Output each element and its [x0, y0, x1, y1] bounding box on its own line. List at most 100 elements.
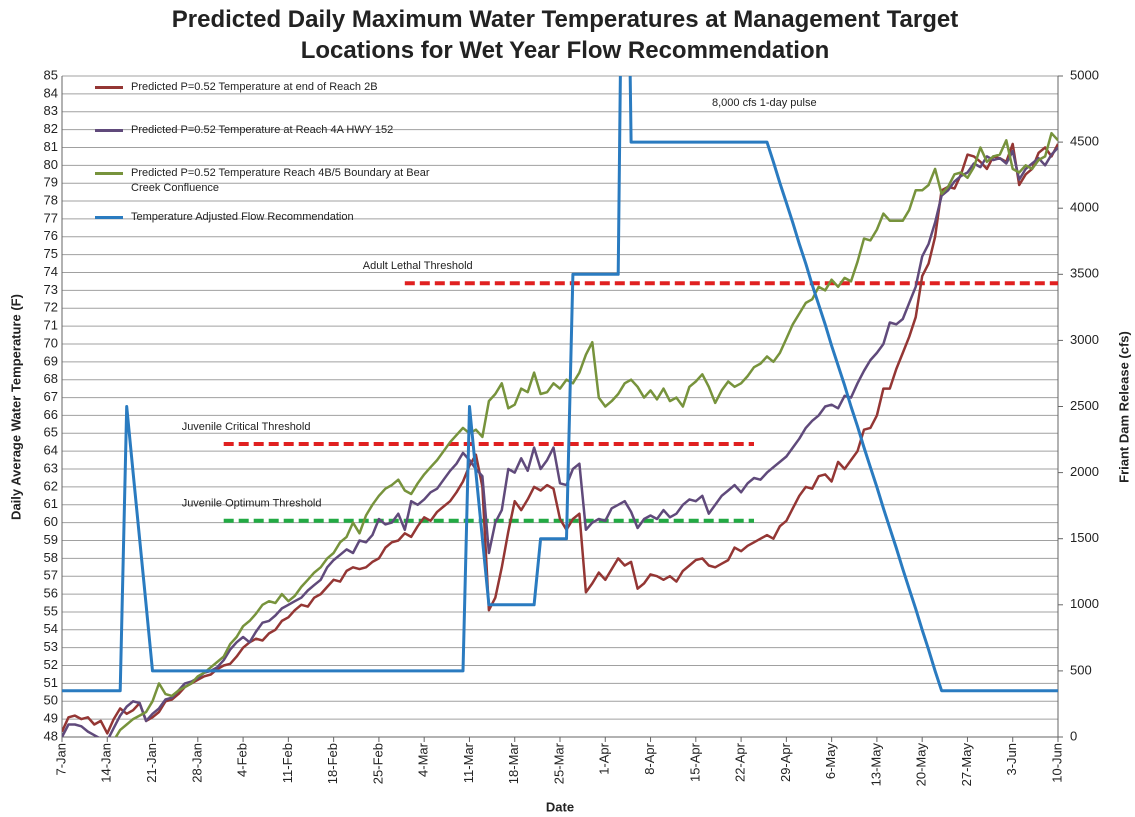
y-tick-label: 79 — [44, 175, 58, 190]
x-tick-label: 20-May — [914, 743, 929, 787]
x-tick-label: 11-Feb — [280, 743, 295, 783]
series-line — [62, 142, 1058, 735]
series-line — [62, 146, 1058, 737]
x-tick-label: 10-Jun — [1049, 743, 1064, 783]
legend-swatch — [95, 216, 123, 219]
y-tick-label: 78 — [44, 192, 58, 207]
threshold-label: Adult Lethal Threshold — [363, 260, 473, 272]
y-tick-label: 61 — [44, 496, 58, 511]
y-tick-label: 50 — [44, 693, 58, 708]
y-tick-label: 53 — [44, 639, 58, 654]
x-tick-label: 4-Mar — [416, 742, 431, 777]
y2-tick-label: 2000 — [1070, 464, 1099, 479]
y-tick-label: 85 — [44, 67, 58, 82]
x-tick-label: 1-Apr — [597, 742, 612, 774]
y-tick-label: 66 — [44, 407, 58, 422]
y-tick-label: 80 — [44, 157, 58, 172]
x-tick-label: 18-Mar — [506, 742, 521, 784]
chart-title: Predicted Daily Maximum Water Temperatur… — [171, 6, 959, 64]
legend-label: Predicted P=0.52 Temperature at end of R… — [131, 81, 378, 93]
y-tick-label: 64 — [44, 443, 58, 458]
y-tick-label: 57 — [44, 568, 58, 583]
y2-axis-label: Friant Dam Release (cfs) — [1116, 331, 1131, 483]
y-tick-label: 74 — [44, 264, 58, 279]
series-line — [114, 131, 1058, 737]
legend-item: Predicted P=0.52 Temperature at Reach 4A… — [95, 123, 455, 138]
x-tick-label: 14-Jan — [99, 743, 114, 783]
y-tick-label: 75 — [44, 246, 58, 261]
series-line — [62, 76, 1058, 693]
legend-item: Predicted P=0.52 Temperature Reach 4B/5 … — [95, 166, 455, 196]
y-tick-label: 70 — [44, 335, 58, 350]
y-tick-label: 62 — [44, 478, 58, 493]
x-tick-label: 8-Apr — [642, 742, 657, 774]
x-tick-label: 6-May — [823, 743, 838, 780]
y-tick-label: 77 — [44, 210, 58, 225]
y-tick-label: 55 — [44, 603, 58, 618]
y-tick-label: 67 — [44, 389, 58, 404]
y-tick-label: 73 — [44, 282, 58, 297]
y-tick-label: 56 — [44, 586, 58, 601]
y-tick-label: 51 — [44, 675, 58, 690]
y-tick-label: 83 — [44, 103, 58, 118]
x-tick-label: 15-Apr — [687, 742, 702, 782]
y-tick-label: 69 — [44, 353, 58, 368]
y-tick-label: 81 — [44, 139, 58, 154]
y2-tick-label: 2500 — [1070, 398, 1099, 413]
y2-tick-label: 4000 — [1070, 200, 1099, 215]
x-tick-label: 29-Apr — [778, 742, 793, 782]
y2-tick-label: 3500 — [1070, 266, 1099, 281]
y-tick-label: 72 — [44, 300, 58, 315]
plot-area — [62, 76, 1058, 737]
y-tick-label: 49 — [44, 711, 58, 726]
x-tick-label: 21-Jan — [144, 743, 159, 783]
y2-tick-label: 0 — [1070, 728, 1077, 743]
y2-tick-label: 1000 — [1070, 596, 1099, 611]
legend-swatch — [95, 172, 123, 175]
x-tick-label: 11-Mar — [461, 742, 476, 783]
y-tick-label: 76 — [44, 228, 58, 243]
legend-label: Predicted P=0.52 Temperature Reach 4B/5 … — [131, 167, 430, 194]
y2-tick-label: 4500 — [1070, 134, 1099, 149]
x-tick-label: 3-Jun — [1004, 743, 1019, 776]
y-tick-label: 82 — [44, 121, 58, 136]
y-tick-label: 58 — [44, 550, 58, 565]
y-tick-label: 84 — [44, 85, 58, 100]
y2-tick-label: 3000 — [1070, 332, 1099, 347]
x-tick-label: 18-Feb — [325, 743, 340, 784]
legend-label: Predicted P=0.52 Temperature at Reach 4A… — [131, 124, 394, 136]
legend-item: Predicted P=0.52 Temperature at end of R… — [95, 80, 455, 95]
x-tick-label: 4-Feb — [235, 743, 250, 777]
annotation: 8,000 cfs 1-day pulse — [712, 97, 817, 109]
legend: Predicted P=0.52 Temperature at end of R… — [95, 80, 455, 225]
x-tick-label: 28-Jan — [189, 743, 204, 783]
legend-label: Temperature Adjusted Flow Recommendation — [131, 211, 354, 223]
legend-item: Temperature Adjusted Flow Recommendation — [95, 210, 455, 225]
y2-tick-label: 5000 — [1070, 67, 1099, 82]
legend-swatch — [95, 86, 123, 89]
x-tick-label: 27-May — [959, 743, 974, 787]
x-tick-label: 25-Feb — [370, 743, 385, 784]
legend-swatch — [95, 129, 123, 132]
y-tick-label: 68 — [44, 371, 58, 386]
x-axis-label: Date — [546, 799, 574, 814]
y-tick-label: 59 — [44, 532, 58, 547]
x-tick-label: 22-Apr — [733, 742, 748, 782]
threshold-label: Juvenile Optimum Threshold — [182, 498, 322, 510]
y-tick-label: 60 — [44, 514, 58, 529]
x-tick-label: 7-Jan — [53, 743, 68, 776]
y2-tick-label: 500 — [1070, 662, 1092, 677]
threshold-label: Juvenile Critical Threshold — [182, 421, 311, 433]
y-tick-label: 54 — [44, 621, 58, 636]
y-tick-label: 63 — [44, 460, 58, 475]
x-tick-label: 13-May — [868, 743, 883, 787]
y-axis-label: Daily Average Water Temperature (F) — [8, 294, 23, 520]
y-tick-label: 65 — [44, 425, 58, 440]
y-tick-label: 71 — [44, 318, 58, 333]
y-tick-label: 52 — [44, 657, 58, 672]
y-tick-label: 48 — [44, 728, 58, 743]
y2-tick-label: 1500 — [1070, 530, 1099, 545]
x-tick-label: 25-Mar — [551, 742, 566, 784]
